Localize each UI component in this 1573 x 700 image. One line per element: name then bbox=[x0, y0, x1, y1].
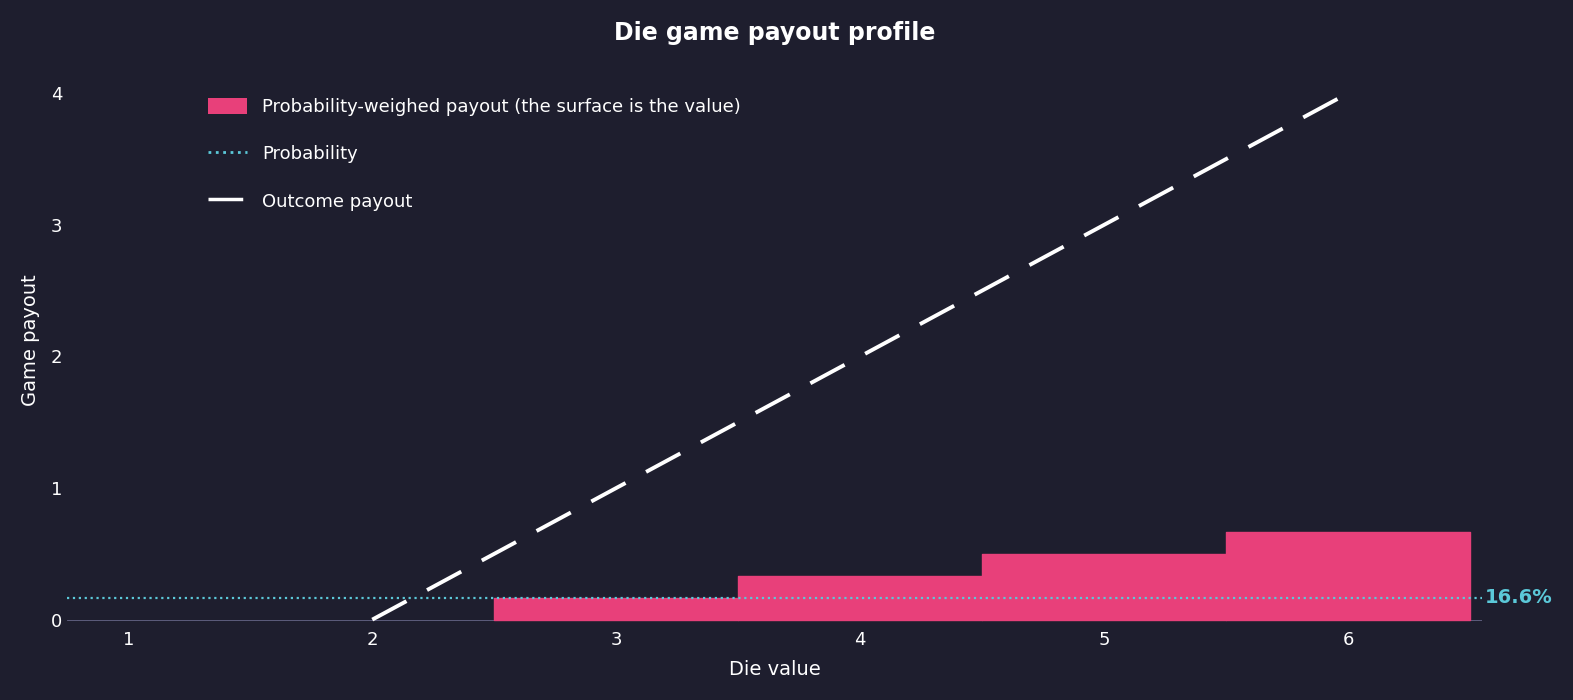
X-axis label: Die value: Die value bbox=[728, 660, 821, 679]
Title: Die game payout profile: Die game payout profile bbox=[613, 21, 936, 45]
Y-axis label: Game payout: Game payout bbox=[20, 274, 39, 406]
Text: 16.6%: 16.6% bbox=[1485, 588, 1553, 607]
Legend: Probability-weighed payout (the surface is the value), Probability, Outcome payo: Probability-weighed payout (the surface … bbox=[189, 80, 758, 229]
